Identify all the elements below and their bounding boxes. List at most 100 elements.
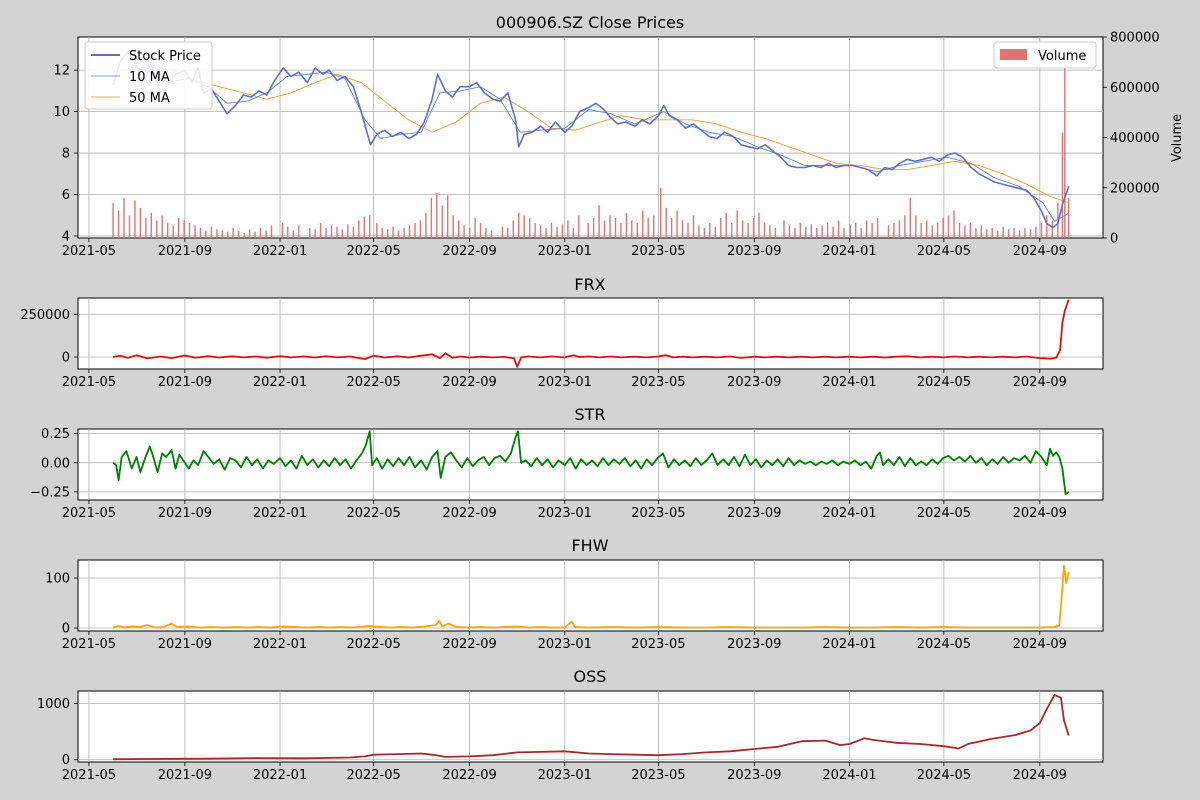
volume-bar [709,222,711,238]
volume-bar [392,226,394,238]
x-tick-label: 2021-09 [158,244,212,259]
x-tick-label: 2022-05 [346,506,400,521]
volume-bar [572,227,574,238]
volume-bar [325,227,327,238]
volume-bar [763,222,766,238]
volume-bar [720,217,722,238]
volume-bar [642,210,644,238]
volume-bar [287,226,289,238]
x-tick-label: 2024-05 [917,768,971,783]
volume-bar [837,220,840,238]
x-tick-label: 2023-01 [538,768,592,783]
y2-tick-label: 800000 [1110,31,1160,46]
y-tick-label: 10 [53,105,70,120]
volume-bar [986,229,988,238]
x-tick-label: 2024-05 [917,637,971,652]
volume-bar [1068,197,1070,238]
x-tick-label: 2023-01 [538,375,592,390]
legend-volume-swatch [1000,49,1027,60]
volume-bar [123,197,125,238]
volume-bar [736,210,738,238]
oss-axes [77,690,1104,763]
volume-bar [1035,226,1037,238]
volume-bar [660,187,662,239]
y-tick-label: 0.00 [41,456,70,471]
volume-bar [681,220,684,238]
volume-bar [545,227,547,238]
volume-bar [631,220,633,238]
volume-bar [774,227,777,238]
price-panel: 000906.SZ Close Prices Volume 2021-05 202… [53,13,1185,259]
x-tick-label: 2022-01 [253,637,307,652]
x-tick-label: 2024-05 [917,375,971,390]
price-chart-title: 000906.SZ Close Prices [496,13,684,32]
volume-bar [529,217,531,238]
volume-bar [281,222,284,238]
volume-bar [587,222,589,238]
volume-bar [319,222,322,238]
volume-bar [647,217,649,238]
oss-line [113,694,1070,761]
x-tick-label: 2024-01 [822,768,876,783]
volume-bar [452,215,454,238]
volume-bar [805,226,807,238]
legend-stock-price-label: Stock Price [129,49,201,64]
volume-bar [468,227,471,238]
volume-bar [821,225,823,238]
x-tick-label: 2023-01 [538,637,592,652]
volume-bar [1064,54,1066,238]
x-tick-label: 2022-09 [442,637,496,652]
volume-bar [741,220,744,238]
volume-bar [227,231,229,238]
volume-bar [620,222,622,238]
volume-bar [238,230,240,238]
volume-bar [783,220,785,238]
volume-bar [725,212,727,238]
volume-bar [177,217,180,238]
volume-bar [975,227,977,238]
volume-bar [387,229,389,238]
volume-bar [205,230,207,238]
price-axes [77,36,1104,239]
volume-bar [947,215,950,238]
volume-bar [758,212,760,238]
str-axes [77,428,1104,501]
volume-bar [507,227,509,238]
x-tick-label: 2022-01 [253,244,307,259]
x-tick-label: 2023-09 [727,768,781,783]
volume-bar [232,227,234,238]
volume-bar [425,212,427,238]
volume-bar [112,202,114,238]
volume-bar [936,222,939,238]
x-tick-label: 2024-01 [822,244,876,259]
y2-tick-label: 600000 [1110,81,1160,96]
volume-bar [376,222,378,238]
volume-bar [893,222,895,238]
volume-bar [614,217,617,238]
volume-bar [243,233,245,238]
volume-axis-label: Volume [1170,114,1185,162]
oss-title: OSS [574,667,607,686]
y-tick-label: 6 [62,188,70,203]
volume-bar [358,220,360,238]
volume-bar [292,230,294,238]
y-tick-label: 250000 [20,308,70,323]
volume-bar [926,220,928,238]
x-tick-label: 2021-05 [62,768,116,783]
volume-bar [248,229,251,238]
y-tick-label: 1000 [37,697,70,712]
x-tick-label: 2024-01 [822,506,876,521]
volume-bar [609,215,611,238]
volume-bar [414,222,416,238]
frx-title: FRX [574,275,605,294]
y-tick-label: 0 [62,622,70,637]
volume-bar [692,215,695,238]
volume-bar [953,210,955,238]
volume-bar [161,215,163,238]
price-legend-box [84,41,213,110]
x-tick-label: 2024-05 [917,506,971,521]
volume-bar [518,212,520,238]
volume-bar [210,226,213,238]
str-line [112,430,1070,496]
